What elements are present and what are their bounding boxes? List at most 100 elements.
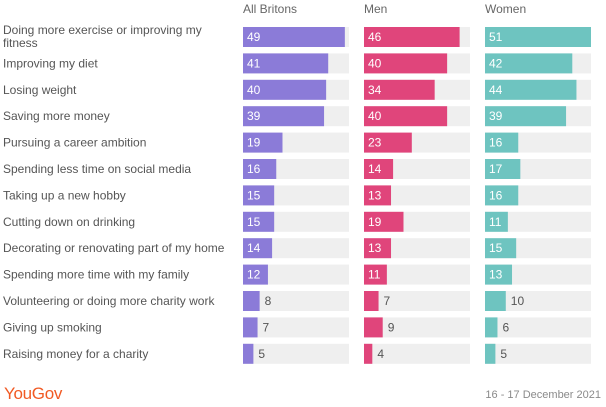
data-label: 49 [247,30,261,44]
bar [364,159,394,179]
bar [243,79,327,100]
bar-track [243,291,349,311]
yougov-logo: YouGov [4,384,63,403]
bar [485,238,517,259]
bar [485,185,519,206]
category-label: Giving up smoking [3,320,102,334]
data-label: 16 [489,188,503,202]
bar [364,185,392,206]
data-label: 46 [368,30,382,44]
data-label: 4 [377,347,384,361]
bar [243,238,273,259]
data-label: 7 [384,294,391,308]
bar [364,132,412,153]
data-label: 11 [489,215,502,229]
bar [364,211,404,232]
category-label: Taking up a new hobby [3,188,126,202]
data-label: 41 [247,56,261,70]
column-header-0: All Britons [243,2,297,16]
bar [243,317,258,338]
bar-track [485,211,591,232]
column-header-1: Men [364,2,387,16]
data-label: 7 [263,320,270,334]
data-label: 19 [247,136,261,150]
bar [364,79,435,100]
bar [485,317,498,338]
bar-track [364,343,470,364]
bar-track [243,264,349,285]
data-label: 6 [502,320,509,334]
bar [243,185,275,206]
category-label: Losing weight [3,83,77,97]
data-label: 39 [489,109,503,123]
bar [364,53,448,74]
bar [485,264,513,285]
data-label: 13 [368,241,382,255]
data-label: 15 [489,241,503,255]
bar-track [364,291,470,311]
data-label: 19 [368,215,382,229]
category-label: Spending less time on social media [3,162,191,176]
data-label: 51 [489,30,503,44]
category-label: Cutting down on drinking [3,215,135,229]
category-label: Improving my diet [3,56,98,70]
bar [364,27,460,47]
category-label: Spending more time with my family [3,268,189,282]
bar [243,291,260,311]
bar [243,27,345,47]
data-label: 15 [247,188,261,202]
bar [485,159,521,179]
bar [243,106,325,127]
column-header-2: Women [485,2,526,16]
data-label: 5 [500,347,507,361]
bar [364,238,392,259]
data-label: 40 [368,56,382,70]
data-label: 40 [247,83,261,97]
bar [485,27,591,47]
data-label: 8 [265,294,272,308]
data-label: 13 [368,188,382,202]
category-label: Volunteering or doing more charity work [3,294,215,308]
bar [485,132,519,153]
data-label: 12 [247,268,261,282]
bar [243,343,254,364]
bar [364,106,448,127]
bar-track [485,343,591,364]
bar-track [364,317,470,338]
bar-track [243,317,349,338]
bar [364,317,383,338]
data-label: 5 [258,347,265,361]
bar [485,79,577,100]
category-label: Pursuing a career ambition [3,136,146,150]
data-label: 15 [247,215,261,229]
data-label: 13 [489,268,503,282]
data-label: 16 [247,162,261,176]
data-label: 17 [489,162,503,176]
bar-track [485,317,591,338]
data-label: 42 [489,56,503,70]
bar [485,53,573,74]
data-label: 9 [388,320,395,334]
category-label: Raising money for a charity [3,347,148,361]
data-label: 23 [368,136,382,150]
data-label: 44 [489,83,503,97]
bar [243,159,277,179]
data-label: 16 [489,136,503,150]
data-label: 40 [368,109,382,123]
bar-track [243,343,349,364]
bar-track [364,264,470,285]
bar-track [485,291,591,311]
category-label: Saving more money [3,109,110,123]
data-label: 34 [368,83,382,97]
survey-date: 16 - 17 December 2021 [485,389,601,401]
bar [364,291,379,311]
bar [485,343,496,364]
bar [485,211,508,232]
bar [243,53,329,74]
bar [485,291,506,311]
category-label: Doing more exercise or improving my fitne… [3,23,202,50]
data-label: 14 [368,162,382,176]
bar [243,132,283,153]
bar [364,343,373,364]
